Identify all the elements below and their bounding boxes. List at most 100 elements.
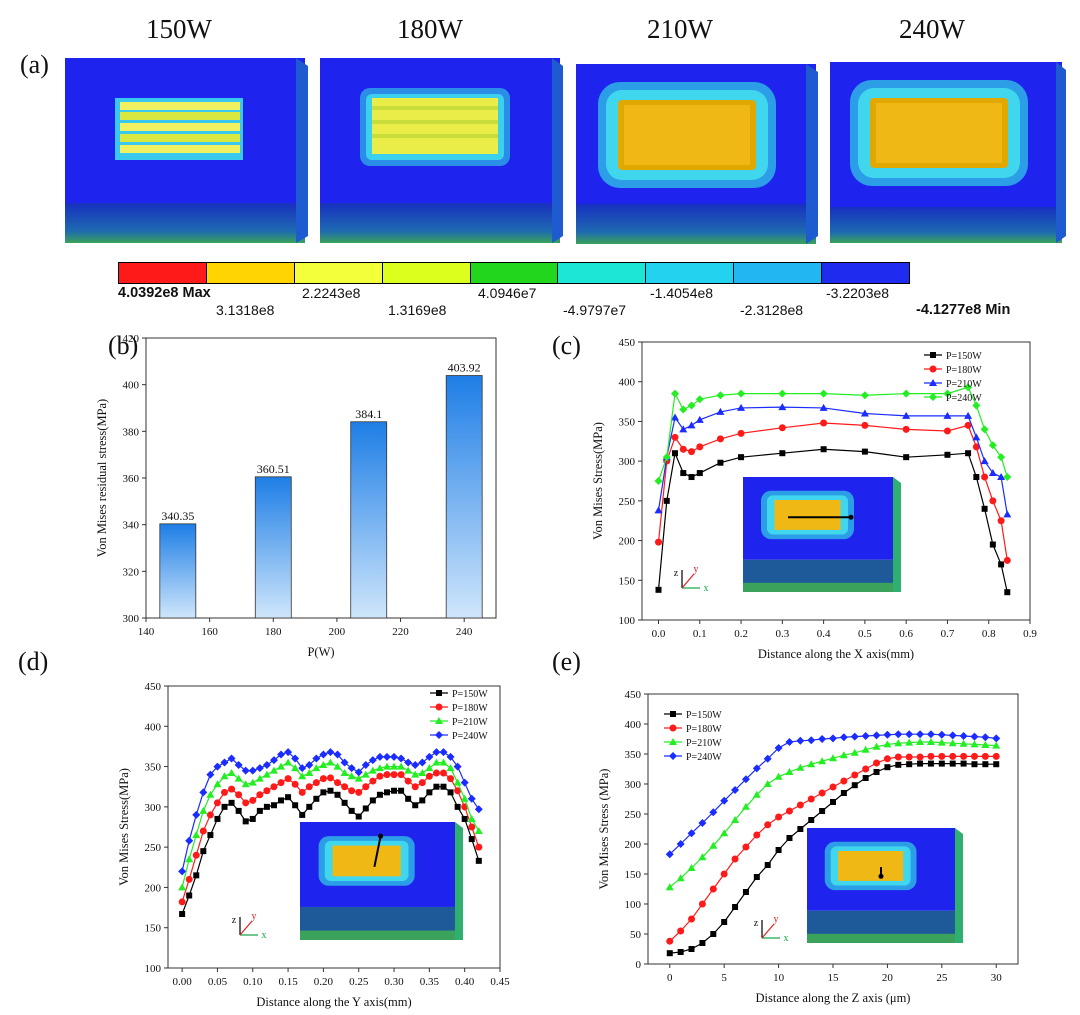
data-point	[262, 760, 271, 769]
data-point	[433, 783, 440, 790]
data-point	[439, 769, 447, 777]
data-point	[687, 829, 696, 838]
data-point	[404, 766, 413, 774]
data-point	[278, 797, 285, 804]
x-tick-label: 10	[773, 972, 785, 984]
data-point	[178, 883, 187, 891]
data-point	[327, 787, 334, 794]
x-tick-label: 20	[882, 972, 894, 984]
data-point	[710, 931, 717, 937]
data-point	[676, 840, 685, 848]
power-label-210: 210W	[647, 14, 713, 44]
data-point	[902, 411, 911, 419]
data-point	[742, 889, 749, 895]
data-point	[753, 831, 761, 839]
data-point	[861, 421, 869, 429]
data-point	[698, 900, 706, 908]
data-point	[319, 775, 327, 783]
triad-y	[761, 923, 775, 939]
data-point	[199, 788, 208, 797]
data-point	[284, 748, 293, 757]
data-point	[688, 946, 695, 952]
data-point	[665, 850, 674, 859]
y-tick-label: 100	[619, 615, 636, 627]
y-tick-label: 420	[123, 333, 140, 345]
bar-value-label: 340.35	[161, 509, 194, 523]
data-point	[432, 769, 440, 777]
data-point	[774, 772, 783, 780]
triad-x-label: x	[262, 930, 267, 941]
data-point	[227, 769, 236, 777]
data-point	[235, 791, 243, 799]
panel-label: (b)	[108, 331, 138, 360]
x-tick-label: 0.0	[652, 628, 666, 640]
data-point	[902, 425, 910, 433]
data-point	[677, 927, 685, 935]
data-point	[785, 807, 793, 815]
y-tick-label: 200	[619, 536, 636, 548]
data-point	[872, 742, 881, 750]
data-point	[284, 775, 292, 783]
data-point	[937, 730, 946, 739]
data-point	[412, 802, 419, 809]
data-point	[948, 739, 957, 747]
data-point	[312, 764, 321, 772]
data-point	[361, 770, 370, 778]
data-point	[439, 748, 448, 757]
data-point	[228, 799, 235, 806]
simulation-blocks	[65, 58, 1066, 244]
triad-y-label: y	[774, 914, 779, 925]
data-point	[666, 937, 674, 945]
data-point	[964, 383, 973, 392]
data-point	[716, 407, 725, 415]
data-point	[905, 753, 913, 761]
colorbar-label-max: 4.0392e8 Max	[118, 285, 211, 301]
data-point	[306, 803, 313, 810]
data-point	[930, 352, 936, 358]
data-point	[688, 448, 696, 456]
data-point	[709, 841, 718, 849]
colorbar-label-5: -4.9797e7	[563, 302, 627, 318]
data-point	[435, 717, 443, 724]
data-point	[698, 819, 707, 827]
data-point	[432, 758, 441, 766]
colorbar-segment	[293, 263, 382, 283]
data-point	[447, 775, 455, 783]
data-point	[937, 738, 946, 746]
data-point	[299, 811, 306, 818]
power-label-150: 150W	[146, 14, 212, 44]
data-point	[959, 732, 968, 740]
data-point	[425, 752, 434, 761]
data-point	[305, 760, 314, 769]
data-point	[405, 795, 412, 802]
data-point	[255, 774, 264, 782]
data-point	[269, 766, 278, 774]
colorbar-label-3: 1.3169e8	[388, 302, 447, 318]
data-point	[348, 807, 355, 814]
data-point	[662, 453, 671, 462]
x-tick-label: 0.3	[775, 628, 789, 640]
x-axis-label: Distance along the Z axis (μm)	[756, 991, 911, 1005]
data-point	[312, 779, 320, 787]
data-point	[807, 795, 815, 803]
data-point	[687, 864, 696, 871]
data-point	[397, 754, 406, 763]
data-point	[355, 813, 362, 820]
data-point	[862, 775, 869, 781]
legend-label: P=240W	[686, 752, 722, 763]
inset-arrow-head	[848, 514, 854, 520]
x-axis-label: Distance along the X axis(mm)	[758, 647, 914, 661]
data-point	[698, 853, 707, 861]
data-point	[829, 754, 837, 762]
colorbar-label-2: 2.2243e8	[302, 285, 361, 301]
data-point	[938, 752, 946, 760]
data-point	[185, 875, 193, 883]
y-tick-label: 300	[123, 613, 140, 625]
x-tick-label: 0.1	[693, 628, 707, 640]
data-point	[468, 823, 476, 831]
data-point	[927, 760, 934, 767]
data-point	[213, 762, 222, 771]
data-point	[1003, 473, 1012, 482]
triad-x-label: x	[784, 933, 789, 944]
data-point	[959, 739, 968, 747]
